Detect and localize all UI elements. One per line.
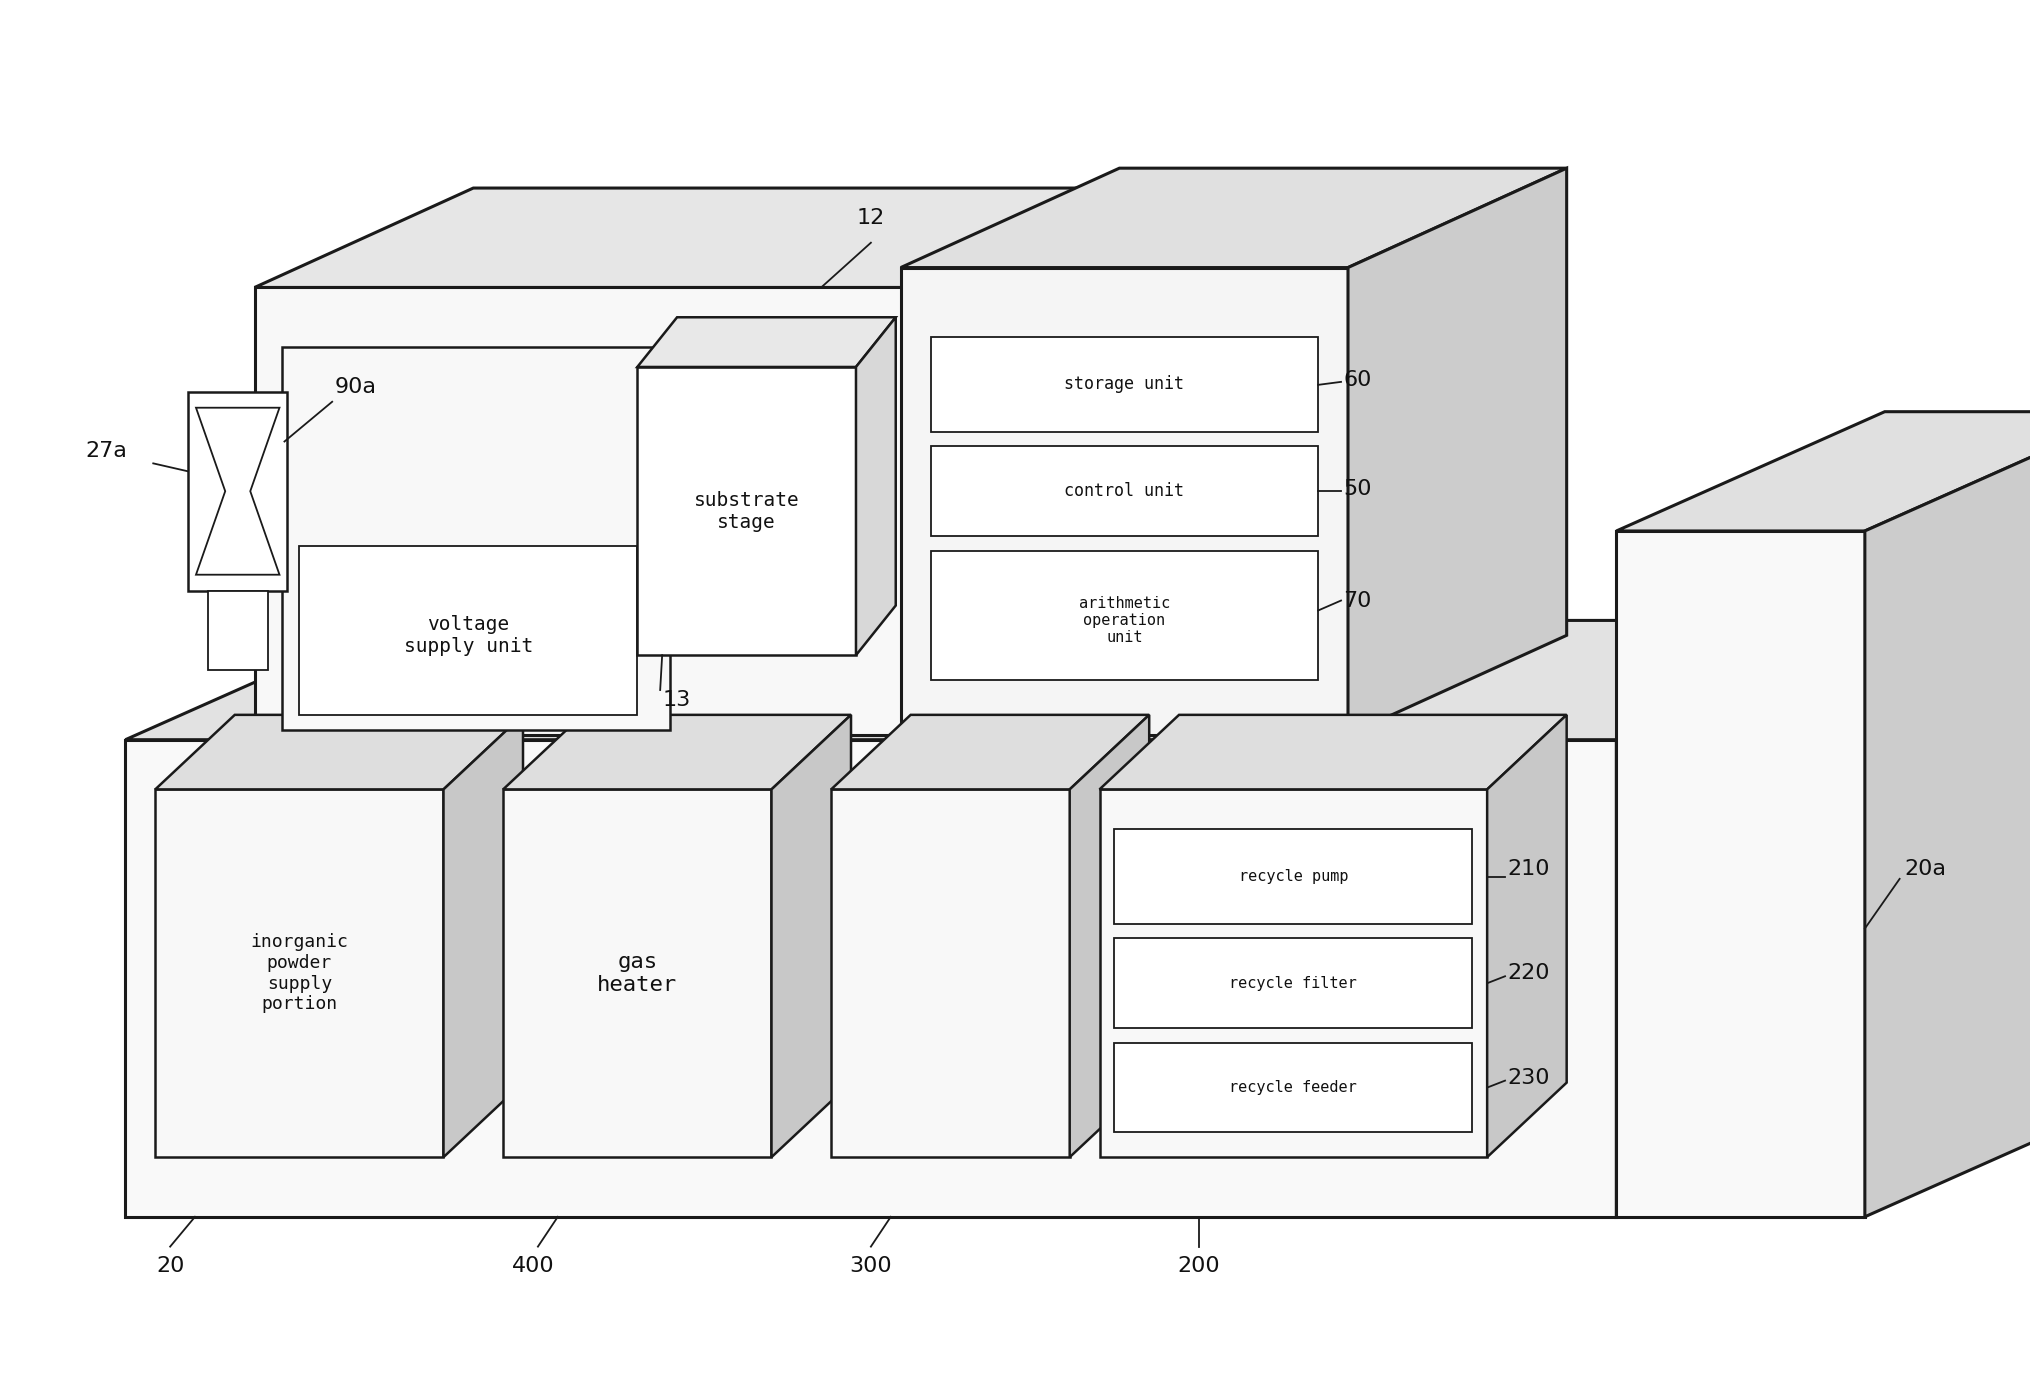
Polygon shape	[900, 168, 1566, 268]
Polygon shape	[503, 715, 851, 789]
Polygon shape	[254, 188, 1527, 287]
Text: voltage
supply unit: voltage supply unit	[403, 615, 533, 656]
Polygon shape	[126, 621, 1885, 740]
Polygon shape	[254, 287, 1309, 734]
Text: recycle feeder: recycle feeder	[1230, 1081, 1358, 1096]
Text: 70: 70	[1344, 591, 1372, 610]
Text: 220: 220	[1507, 963, 1549, 984]
Text: 13: 13	[662, 690, 690, 709]
Polygon shape	[155, 789, 444, 1158]
Polygon shape	[1099, 789, 1486, 1158]
Text: 200: 200	[1177, 1257, 1220, 1276]
Text: 300: 300	[849, 1257, 892, 1276]
Polygon shape	[299, 546, 637, 715]
Polygon shape	[1069, 715, 1148, 1158]
Text: 20: 20	[157, 1257, 185, 1276]
Polygon shape	[930, 551, 1317, 680]
Text: 400: 400	[511, 1257, 554, 1276]
Text: 20a: 20a	[1904, 858, 1946, 879]
Polygon shape	[1309, 188, 1527, 734]
Text: recycle filter: recycle filter	[1230, 976, 1358, 991]
Text: arithmetic
operation
unit: arithmetic operation unit	[1079, 596, 1171, 646]
Polygon shape	[195, 407, 279, 574]
Polygon shape	[208, 591, 267, 671]
Text: 210: 210	[1507, 858, 1549, 879]
Polygon shape	[930, 337, 1317, 432]
Polygon shape	[900, 268, 1348, 734]
Text: 12: 12	[857, 208, 886, 228]
Text: inorganic
powder
supply
portion: inorganic powder supply portion	[250, 933, 348, 1013]
Polygon shape	[831, 715, 1148, 789]
Polygon shape	[444, 715, 523, 1158]
Polygon shape	[187, 392, 287, 591]
Text: 230: 230	[1507, 1068, 1549, 1087]
Polygon shape	[930, 447, 1317, 535]
Text: storage unit: storage unit	[1065, 375, 1185, 393]
Polygon shape	[637, 367, 855, 656]
Polygon shape	[126, 740, 1617, 1217]
Polygon shape	[637, 317, 896, 367]
Text: 27a: 27a	[86, 442, 128, 461]
Polygon shape	[1114, 938, 1472, 1028]
Polygon shape	[1114, 829, 1472, 923]
Polygon shape	[155, 715, 523, 789]
Text: gas
heater: gas heater	[597, 952, 678, 995]
Polygon shape	[1486, 715, 1566, 1158]
Polygon shape	[1617, 621, 1885, 1217]
Polygon shape	[855, 317, 896, 656]
Polygon shape	[1099, 715, 1566, 789]
Polygon shape	[772, 715, 851, 1158]
Polygon shape	[1114, 1043, 1472, 1133]
Text: recycle pump: recycle pump	[1238, 869, 1348, 883]
Polygon shape	[1617, 531, 1865, 1217]
Polygon shape	[831, 789, 1069, 1158]
Polygon shape	[1348, 168, 1566, 734]
Polygon shape	[283, 348, 670, 730]
Text: substrate
stage: substrate stage	[694, 490, 800, 531]
Polygon shape	[1617, 411, 2036, 531]
Polygon shape	[503, 789, 772, 1158]
Polygon shape	[1865, 411, 2036, 1217]
Text: control unit: control unit	[1065, 482, 1185, 500]
Text: 50: 50	[1344, 479, 1372, 500]
Text: 60: 60	[1344, 370, 1372, 391]
Text: 90a: 90a	[334, 377, 377, 397]
